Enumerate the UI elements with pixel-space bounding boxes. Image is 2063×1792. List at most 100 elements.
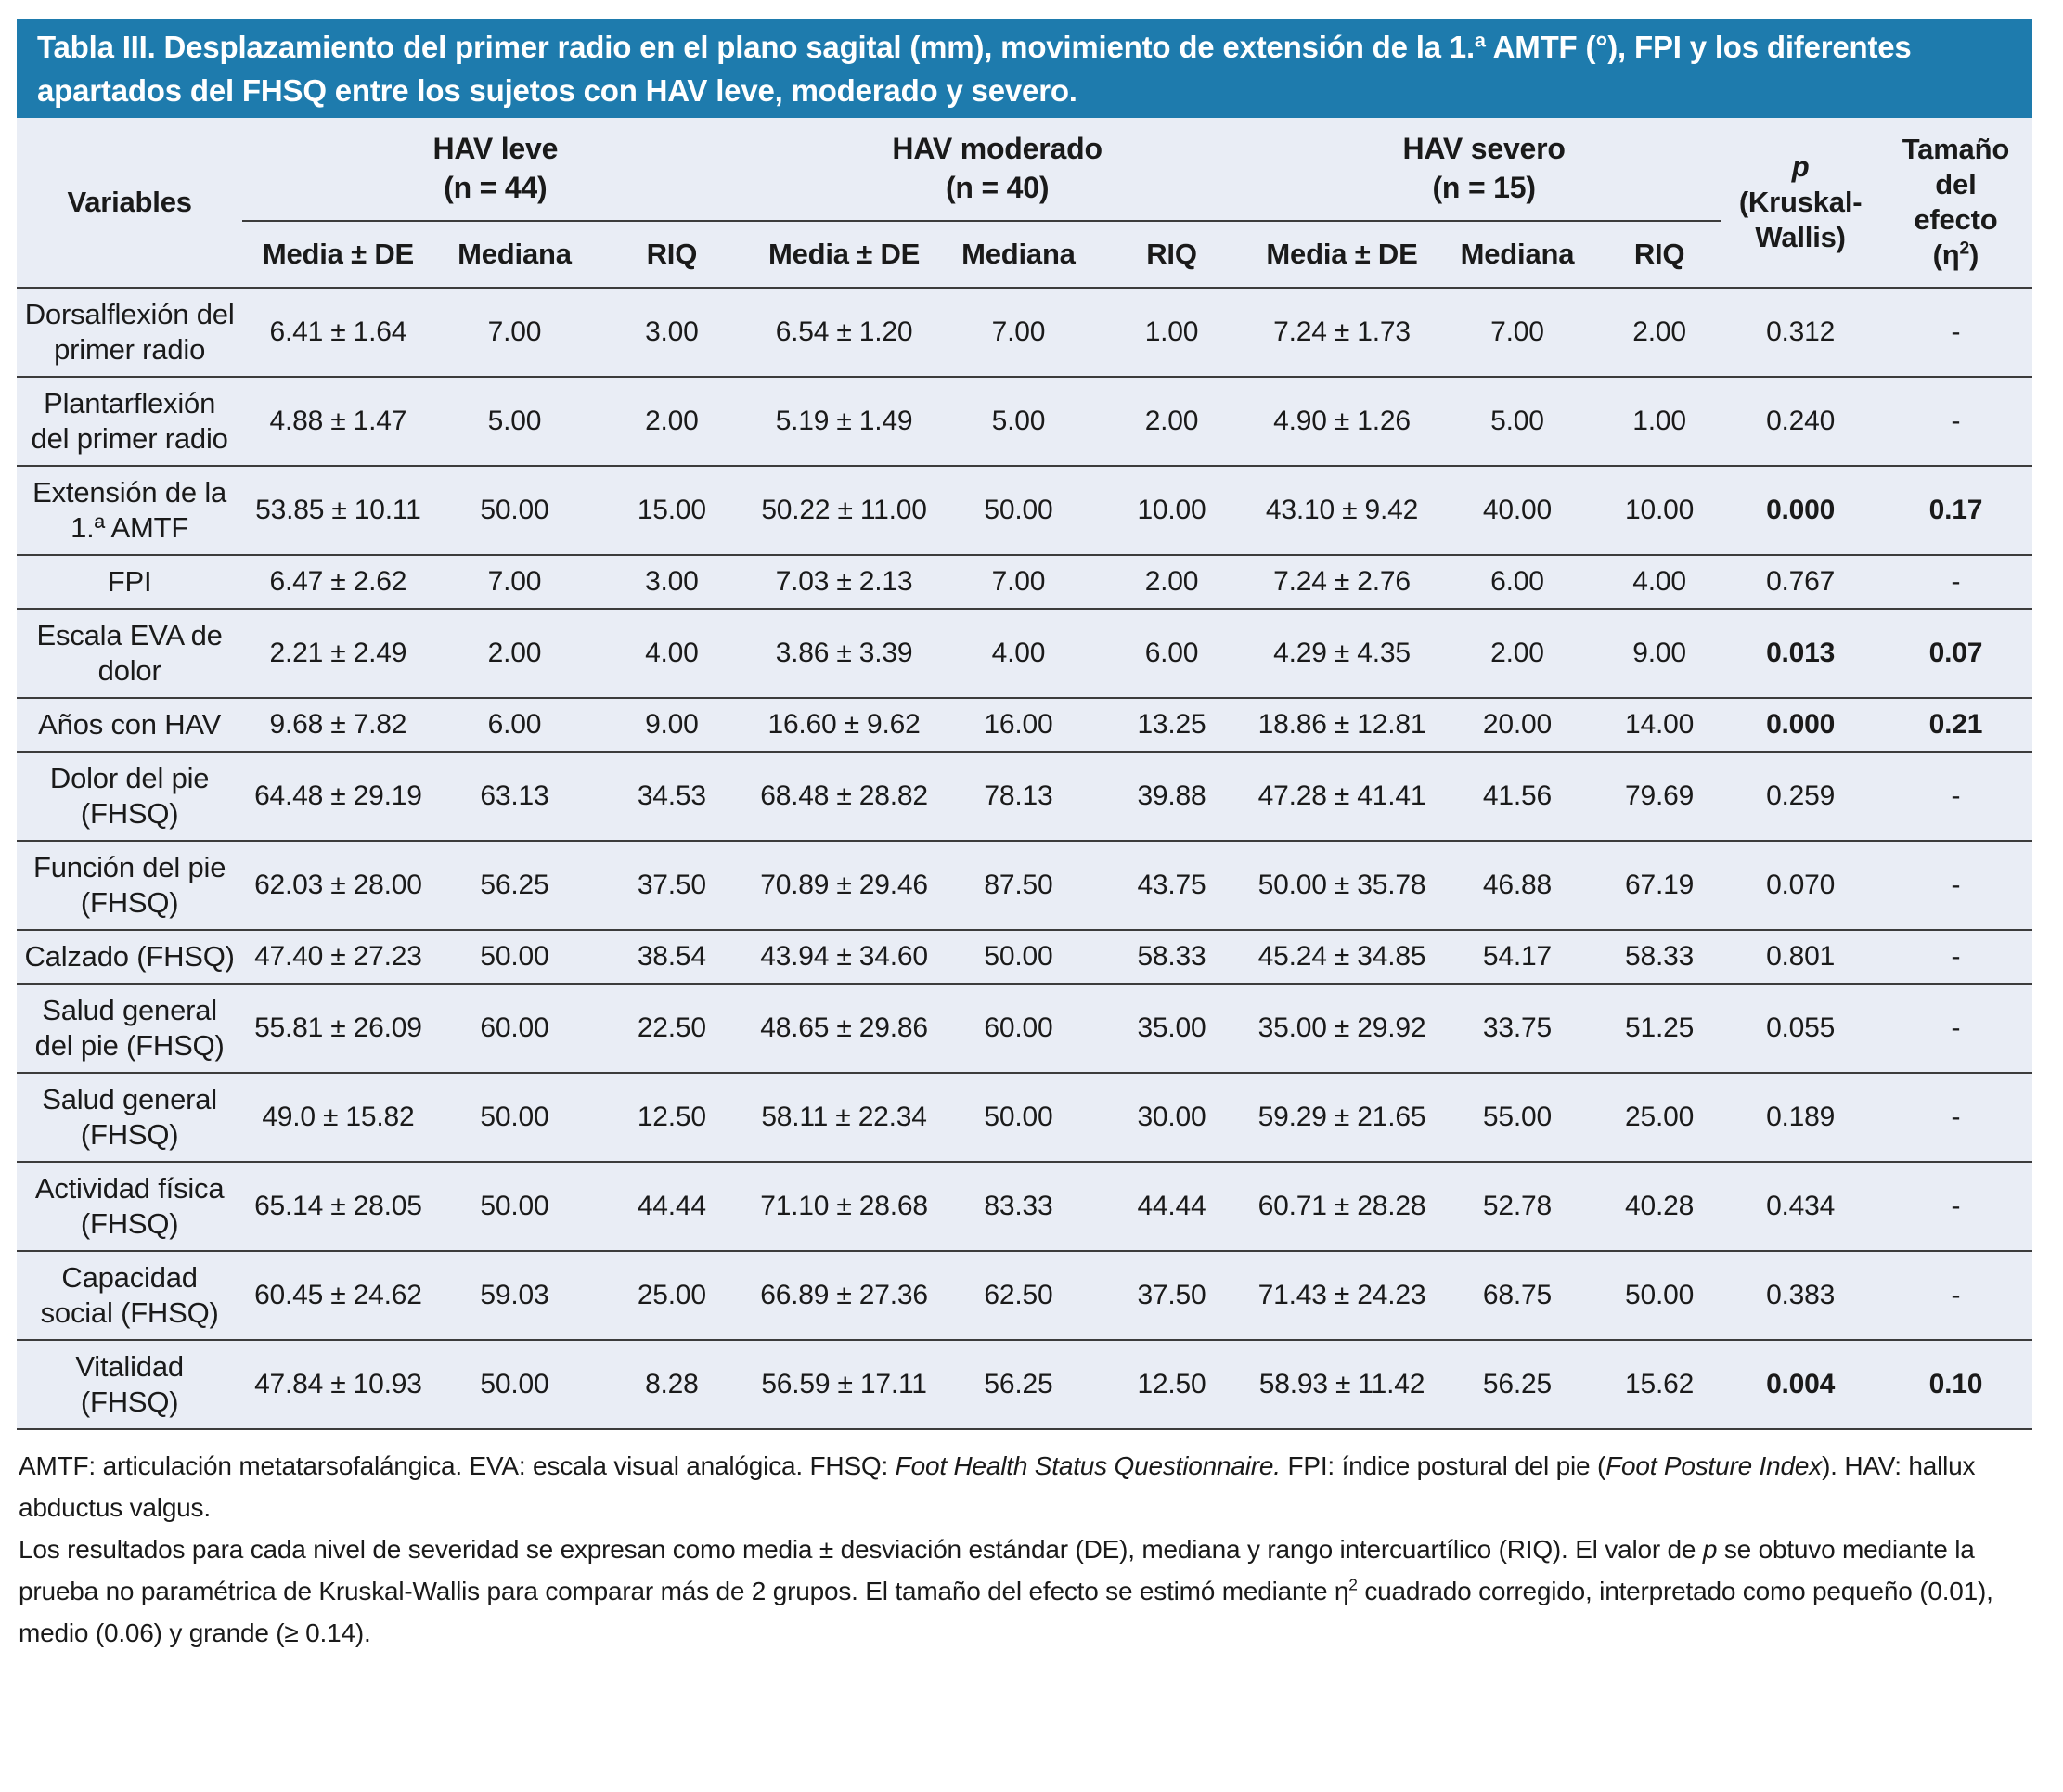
cell-leve-mediana: 50.00: [433, 1340, 596, 1430]
group-name: HAV severo: [1402, 132, 1566, 165]
cell-severo-media: 58.93 ± 11.42: [1245, 1340, 1438, 1430]
cell-leve-riq: 12.50: [595, 1073, 749, 1163]
row-label: Escala EVA de dolor: [17, 609, 243, 699]
footnotes: AMTF: articulación metatarsofalángica. E…: [17, 1430, 2032, 1654]
row-label: Plantarflexión del primer radio: [17, 377, 243, 467]
cell-severo-riq: 67.19: [1596, 841, 1722, 931]
cell-moderado-mediana: 60.00: [939, 984, 1098, 1074]
cell-effect-size: -: [1878, 930, 2032, 985]
subheader-moderado-riq: RIQ: [1097, 221, 1246, 289]
cell-leve-mediana: 59.03: [433, 1251, 596, 1341]
cell-leve-media: 62.03 ± 28.00: [242, 841, 434, 931]
cell-leve-riq: 3.00: [595, 288, 749, 378]
cell-p-value: 0.055: [1721, 984, 1879, 1074]
cell-severo-riq: 50.00: [1596, 1251, 1722, 1341]
cell-moderado-riq: 30.00: [1097, 1073, 1246, 1163]
cell-leve-riq: 15.00: [595, 466, 749, 556]
cell-effect-size: -: [1878, 377, 2032, 467]
cell-leve-mediana: 6.00: [433, 698, 596, 753]
cell-p-value: 0.259: [1721, 752, 1879, 842]
cell-leve-riq: 3.00: [595, 555, 749, 610]
cell-severo-mediana: 40.00: [1438, 466, 1597, 556]
cell-moderado-media: 58.11 ± 22.34: [748, 1073, 940, 1163]
row-label: Función del pie (FHSQ): [17, 841, 243, 931]
cell-moderado-mediana: 62.50: [939, 1251, 1098, 1341]
cell-moderado-mediana: 4.00: [939, 609, 1098, 699]
cell-moderado-mediana: 83.33: [939, 1162, 1098, 1252]
table-row: FPI 6.47 ± 2.62 7.00 3.00 7.03 ± 2.13 7.…: [17, 555, 2032, 610]
cell-moderado-riq: 13.25: [1097, 698, 1246, 753]
cell-leve-riq: 8.28: [595, 1340, 749, 1430]
cell-moderado-mediana: 7.00: [939, 288, 1098, 378]
group-n: (n = 44): [444, 171, 548, 204]
cell-moderado-riq: 43.75: [1097, 841, 1246, 931]
cell-effect-size: -: [1878, 752, 2032, 842]
cell-severo-riq: 51.25: [1596, 984, 1722, 1074]
cell-moderado-media: 48.65 ± 29.86: [748, 984, 940, 1074]
cell-severo-riq: 9.00: [1596, 609, 1722, 699]
cell-moderado-mediana: 50.00: [939, 930, 1098, 985]
cell-leve-mediana: 5.00: [433, 377, 596, 467]
footnote-methods: Los resultados para cada nivel de severi…: [19, 1535, 1993, 1647]
cell-leve-mediana: 50.00: [433, 466, 596, 556]
cell-moderado-media: 66.89 ± 27.36: [748, 1251, 940, 1341]
subheader-leve-media: Media ± DE: [242, 221, 434, 289]
cell-severo-riq: 40.28: [1596, 1162, 1722, 1252]
cell-leve-media: 47.84 ± 10.93: [242, 1340, 434, 1430]
group-header-hav-severo: HAV severo (n = 15): [1245, 118, 1722, 222]
cell-effect-size: 0.07: [1878, 609, 2032, 699]
subheader-severo-media: Media ± DE: [1245, 221, 1438, 289]
cell-severo-media: 71.43 ± 24.23: [1245, 1251, 1438, 1341]
cell-p-value: 0.000: [1721, 466, 1879, 556]
cell-effect-size: 0.21: [1878, 698, 2032, 753]
cell-leve-mediana: 50.00: [433, 930, 596, 985]
cell-moderado-riq: 39.88: [1097, 752, 1246, 842]
table-container: Tabla III. Desplazamiento del primer rad…: [17, 19, 2032, 1654]
cell-p-value: 0.189: [1721, 1073, 1879, 1163]
cell-p-value: 0.434: [1721, 1162, 1879, 1252]
cell-leve-mediana: 63.13: [433, 752, 596, 842]
cell-effect-size: -: [1878, 841, 2032, 931]
cell-moderado-riq: 10.00: [1097, 466, 1246, 556]
row-label: Salud general (FHSQ): [17, 1073, 243, 1163]
cell-severo-riq: 79.69: [1596, 752, 1722, 842]
cell-leve-media: 49.0 ± 15.82: [242, 1073, 434, 1163]
cell-leve-media: 2.21 ± 2.49: [242, 609, 434, 699]
cell-moderado-mediana: 16.00: [939, 698, 1098, 753]
cell-severo-mediana: 54.17: [1438, 930, 1597, 985]
cell-leve-mediana: 50.00: [433, 1162, 596, 1252]
cell-leve-media: 60.45 ± 24.62: [242, 1251, 434, 1341]
cell-severo-mediana: 52.78: [1438, 1162, 1597, 1252]
cell-moderado-riq: 1.00: [1097, 288, 1246, 378]
group-header-hav-moderado: HAV moderado (n = 40): [748, 118, 1246, 222]
table-row: Salud general del pie (FHSQ) 55.81 ± 26.…: [17, 984, 2032, 1074]
table-row: Plantarflexión del primer radio 4.88 ± 1…: [17, 377, 2032, 467]
table-row: Capacidad social (FHSQ) 60.45 ± 24.62 59…: [17, 1251, 2032, 1341]
cell-p-value: 0.013: [1721, 609, 1879, 699]
row-label: Años con HAV: [17, 698, 243, 753]
cell-moderado-riq: 2.00: [1097, 555, 1246, 610]
cell-leve-media: 55.81 ± 26.09: [242, 984, 434, 1074]
cell-moderado-media: 68.48 ± 28.82: [748, 752, 940, 842]
cell-leve-media: 9.68 ± 7.82: [242, 698, 434, 753]
cell-severo-mediana: 6.00: [1438, 555, 1597, 610]
cell-leve-media: 53.85 ± 10.11: [242, 466, 434, 556]
cell-p-value: 0.000: [1721, 698, 1879, 753]
table-header: Variables HAV leve (n = 44) HAV moderado…: [17, 118, 2032, 289]
row-label: FPI: [17, 555, 243, 610]
cell-moderado-mediana: 50.00: [939, 1073, 1098, 1163]
cell-leve-riq: 34.53: [595, 752, 749, 842]
cell-leve-media: 64.48 ± 29.19: [242, 752, 434, 842]
cell-severo-media: 43.10 ± 9.42: [1245, 466, 1438, 556]
cell-p-value: 0.383: [1721, 1251, 1879, 1341]
cell-moderado-riq: 12.50: [1097, 1340, 1246, 1430]
cell-leve-riq: 38.54: [595, 930, 749, 985]
cell-severo-media: 45.24 ± 34.85: [1245, 930, 1438, 985]
cell-moderado-media: 50.22 ± 11.00: [748, 466, 940, 556]
cell-leve-mediana: 2.00: [433, 609, 596, 699]
group-name: HAV leve: [432, 132, 559, 165]
p-line2: (Kruskal-: [1738, 186, 1863, 218]
cell-severo-media: 59.29 ± 21.65: [1245, 1073, 1438, 1163]
cell-effect-size: 0.17: [1878, 466, 2032, 556]
row-label: Extensión de la 1.ª AMTF: [17, 466, 243, 556]
